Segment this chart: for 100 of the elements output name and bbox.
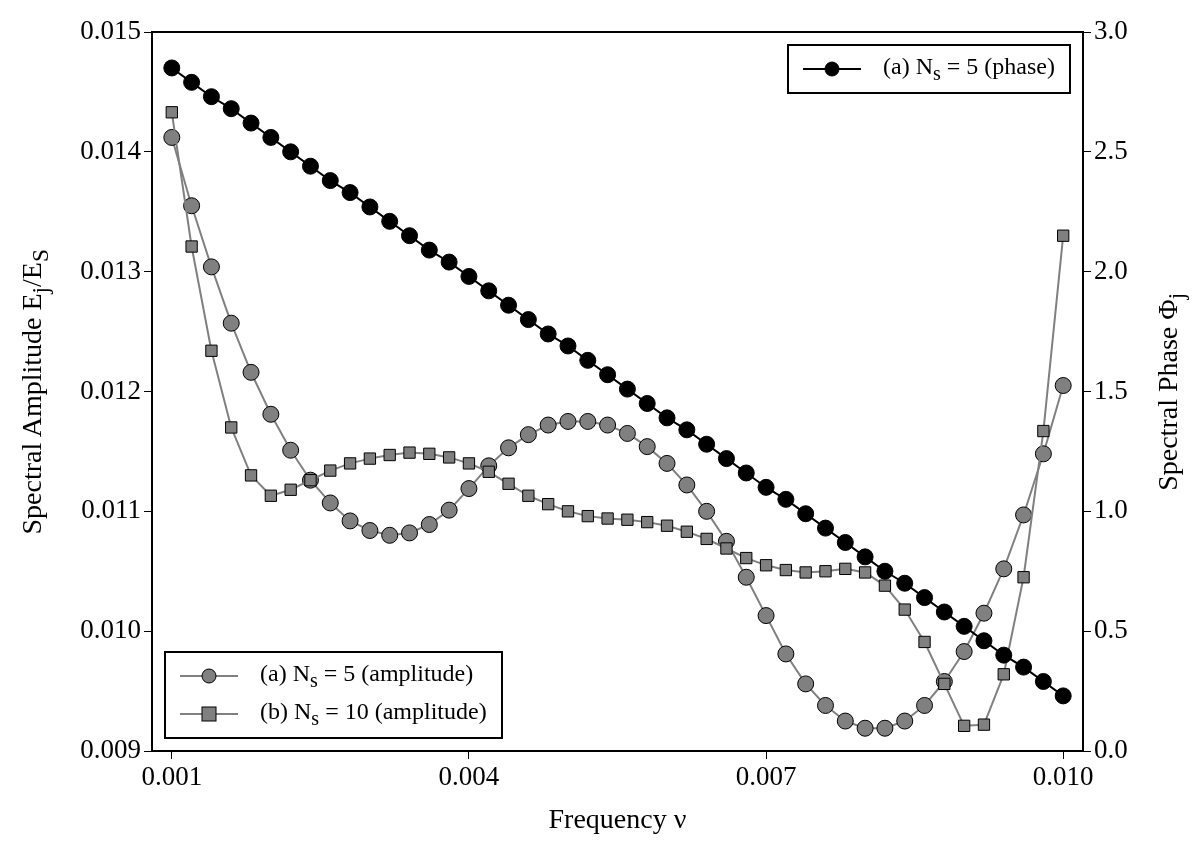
point — [618, 424, 636, 442]
point — [480, 282, 498, 300]
point — [542, 497, 555, 511]
point — [341, 512, 359, 530]
point — [163, 59, 181, 77]
point — [363, 452, 377, 465]
point — [423, 447, 436, 460]
point — [995, 646, 1013, 664]
point — [916, 696, 934, 714]
point — [1015, 658, 1033, 676]
point — [858, 566, 872, 579]
point — [420, 241, 438, 259]
point — [819, 565, 832, 578]
point — [678, 476, 696, 494]
point — [896, 712, 914, 730]
point — [282, 143, 300, 161]
point — [264, 489, 278, 502]
point — [381, 526, 399, 544]
point — [341, 184, 359, 202]
point — [559, 412, 577, 430]
point — [242, 363, 260, 381]
point — [977, 718, 991, 731]
point — [997, 668, 1010, 681]
point — [740, 551, 753, 565]
point — [995, 560, 1013, 578]
point — [658, 454, 676, 472]
point — [955, 617, 973, 635]
point — [244, 469, 258, 482]
point — [462, 457, 476, 470]
point — [816, 696, 834, 714]
legend-label: (a) N$_{s}$ = 5 (amplitude) — [260, 660, 474, 692]
y-tick-label: 0.011 — [81, 494, 141, 525]
point — [1034, 673, 1052, 690]
point — [282, 441, 300, 459]
y2-tick-label: 3.0 — [1094, 15, 1128, 46]
point — [816, 519, 834, 537]
point — [559, 337, 577, 355]
point — [618, 380, 636, 398]
point — [678, 421, 696, 439]
point — [202, 258, 220, 276]
point — [284, 483, 297, 496]
point — [420, 516, 438, 534]
point — [720, 542, 733, 555]
y-tick-label: 0.012 — [80, 374, 141, 405]
point — [975, 632, 993, 650]
point — [401, 524, 419, 542]
point — [165, 106, 178, 119]
point — [799, 566, 812, 579]
point — [361, 198, 379, 216]
point — [222, 100, 240, 118]
legend-label: (a) N$_{s}$ = 5 (phase) — [883, 53, 1055, 85]
point — [638, 394, 656, 412]
point — [680, 525, 693, 538]
point — [460, 480, 478, 498]
point — [660, 519, 674, 532]
point — [898, 603, 911, 616]
point — [957, 719, 971, 732]
y2-tick-label: 0.0 — [1094, 734, 1128, 765]
point — [522, 489, 535, 502]
point — [918, 635, 931, 649]
point — [401, 227, 419, 245]
point — [183, 197, 201, 215]
point — [343, 457, 357, 470]
point — [876, 719, 894, 737]
y2-tick-label: 2.5 — [1094, 134, 1128, 165]
x-tick-label: 0.010 — [1032, 761, 1094, 792]
point — [242, 114, 260, 132]
point — [222, 314, 240, 332]
point — [700, 532, 713, 546]
point — [1057, 229, 1070, 242]
point — [262, 405, 280, 423]
point — [779, 563, 793, 577]
y-tick-label: 0.013 — [80, 254, 141, 285]
point — [896, 574, 914, 592]
y-tick-label: 0.015 — [80, 15, 141, 46]
point — [205, 344, 218, 357]
point — [519, 311, 537, 329]
point — [737, 464, 755, 482]
point — [836, 712, 854, 730]
y2-tick-label: 2.0 — [1094, 254, 1128, 285]
point — [539, 325, 557, 343]
point — [185, 240, 198, 253]
point — [856, 548, 874, 566]
point — [579, 351, 597, 369]
point — [1017, 571, 1030, 584]
point — [1015, 506, 1033, 524]
point — [579, 412, 597, 430]
point — [876, 562, 894, 580]
point — [361, 522, 379, 540]
x-axis-title: Frequency ν — [548, 803, 687, 835]
point — [539, 416, 557, 434]
y-tick-label: 0.010 — [80, 614, 141, 645]
y2-tick-label: 1.0 — [1094, 494, 1128, 525]
point — [440, 501, 458, 519]
y2-tick-label: 1.5 — [1094, 374, 1128, 405]
y2-tick-label: 0.5 — [1094, 614, 1128, 645]
point — [698, 502, 716, 520]
point — [878, 579, 892, 592]
point — [839, 562, 852, 576]
point — [836, 533, 854, 551]
